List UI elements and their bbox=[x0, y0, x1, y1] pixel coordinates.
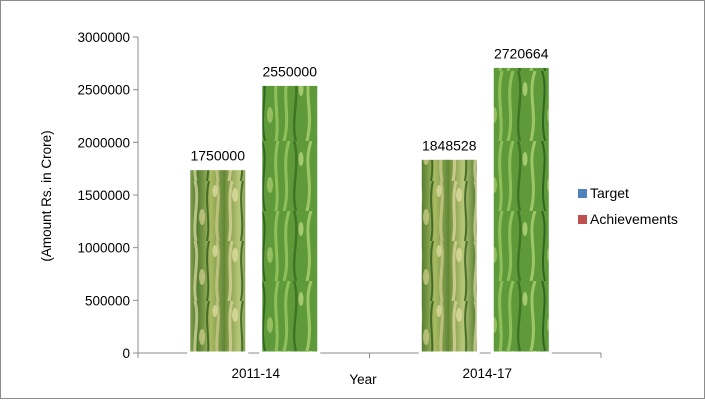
y-tick-label: 1000000 bbox=[77, 241, 130, 256]
y-axis-title: (Amount Rs. in Crore) bbox=[39, 130, 54, 261]
x-tick-label: 2011-14 bbox=[231, 366, 280, 381]
y-tick-label: 500000 bbox=[85, 293, 130, 308]
bar-target-2014-17 bbox=[418, 156, 480, 355]
legend-label-achievements: Achievements bbox=[590, 211, 678, 227]
x-axis-title: Year bbox=[349, 372, 377, 387]
data-label: 2550000 bbox=[262, 63, 317, 79]
y-tick-label: 0 bbox=[122, 346, 130, 361]
data-label: 1848528 bbox=[422, 137, 477, 153]
bars bbox=[187, 64, 552, 355]
y-tick-label: 2000000 bbox=[77, 135, 130, 150]
y-tick-label: 1500000 bbox=[77, 188, 130, 203]
data-label: 2720664 bbox=[494, 45, 549, 61]
y-tick-label: 3000000 bbox=[77, 30, 130, 45]
y-tick-label: 2500000 bbox=[77, 83, 130, 98]
legend: Target Achievements bbox=[578, 185, 678, 227]
x-tick-label: 2014-17 bbox=[462, 366, 512, 381]
x-axis-ticks: 2011-14 2014-17 bbox=[137, 353, 602, 381]
legend-swatch-achievements bbox=[578, 215, 587, 224]
bar-target-2011-14 bbox=[187, 167, 249, 355]
bar-achievements-2011-14 bbox=[259, 82, 321, 355]
bar-achievements-2014-17 bbox=[490, 64, 552, 355]
legend-swatch-target bbox=[578, 189, 587, 198]
legend-label-target: Target bbox=[590, 185, 629, 201]
data-labels: 1750000 2550000 1848528 2720664 bbox=[190, 45, 548, 163]
y-axis-ticks: 0 500000 1000000 1500000 2000000 2500000 30000… bbox=[77, 30, 138, 361]
data-label: 1750000 bbox=[190, 148, 245, 164]
